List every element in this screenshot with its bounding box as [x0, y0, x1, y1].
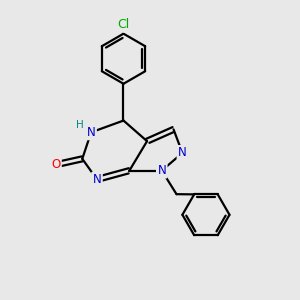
- Text: Cl: Cl: [117, 18, 130, 32]
- Text: H: H: [76, 120, 84, 130]
- Text: N: N: [87, 126, 95, 139]
- Text: N: N: [178, 146, 187, 159]
- Text: N: N: [158, 164, 166, 177]
- Text: O: O: [51, 158, 60, 171]
- Text: N: N: [93, 173, 101, 186]
